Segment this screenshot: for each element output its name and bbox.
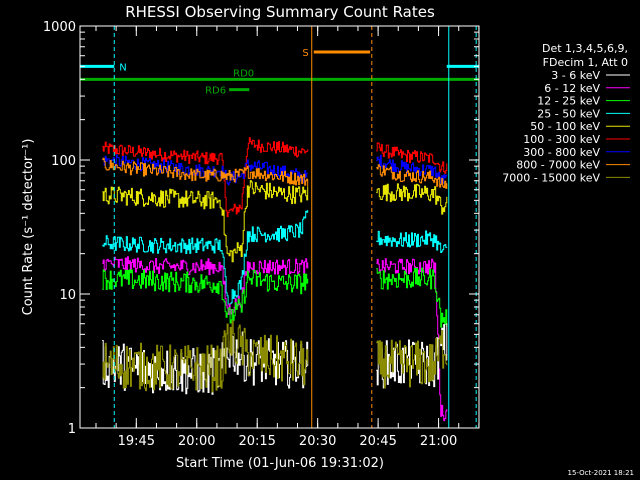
- legend-entry-label: 3 - 6 keV: [551, 69, 600, 82]
- plot-area: N S RD0 RD6: [79, 25, 480, 429]
- y-tick-label: 1000: [43, 20, 76, 35]
- series-line-100-300-kev: [102, 257, 463, 421]
- flag-label-s: S: [302, 48, 308, 59]
- y-tick-label: 10: [59, 288, 76, 303]
- legend-entry-label: 7000 - 15000 keV: [502, 171, 600, 184]
- x-axis-label: Start Time (01-Jun-06 19:31:02): [176, 456, 384, 471]
- series-layer: [102, 138, 463, 421]
- flag-label-rd0: RD0: [233, 68, 254, 79]
- legend-entry-label: 100 - 300 keV: [523, 133, 600, 146]
- series-line-50-100-kev: [102, 210, 463, 305]
- series-line-300-800-kev: [102, 268, 463, 327]
- chart-title: RHESSI Observing Summary Count Rates: [125, 3, 435, 21]
- y-axis: 1 10 100 1000: [43, 20, 479, 437]
- x-tick-label: 20:00: [178, 434, 215, 449]
- x-tick-label: 20:30: [299, 434, 336, 449]
- y-axis-label: Count Rate (s⁻¹ detector⁻¹): [21, 139, 36, 316]
- x-tick-label: 21:00: [420, 434, 457, 449]
- plot-frame: [79, 25, 480, 429]
- legend-header-line-2: FDecim 1, Att 0: [543, 56, 628, 69]
- legend-entry-label: 50 - 100 keV: [530, 120, 600, 133]
- x-tick-label: 20:15: [238, 434, 275, 449]
- legend-entry-label: 800 - 7000 keV: [516, 159, 600, 172]
- flag-label-n: N: [119, 62, 126, 73]
- legend-entry-label: 25 - 50 keV: [537, 107, 600, 120]
- x-tick-label: 19:45: [118, 434, 155, 449]
- flag-label-rd6: RD6: [205, 86, 226, 97]
- legend-entry-label: 300 - 800 keV: [523, 146, 600, 159]
- x-axis: 19:45 20:00 20:15 20:30 20:45 21:00: [95, 26, 480, 449]
- x-tick-label: 20:45: [359, 434, 396, 449]
- footer-timestamp: 15-Oct-2021 18:21: [568, 469, 634, 477]
- series-line-12-25-kev: [102, 158, 463, 188]
- legend-header-line-1: Det 1,3,4,5,6,9,: [542, 42, 628, 55]
- series-line-25-50-kev: [102, 181, 463, 262]
- y-tick-label: 100: [51, 154, 76, 169]
- legend-entry-label: 12 - 25 keV: [537, 95, 600, 108]
- legend: Det 1,3,4,5,6,9, FDecim 1, Att 0 3 - 6 k…: [502, 42, 630, 184]
- y-tick-label: 1: [68, 422, 76, 437]
- legend-entry-label: 6 - 12 keV: [544, 82, 600, 95]
